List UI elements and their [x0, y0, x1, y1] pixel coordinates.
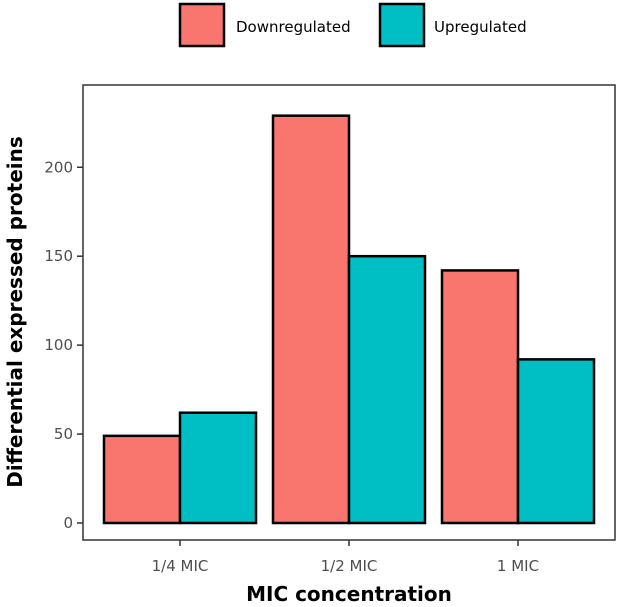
- y-tick-label: 0: [63, 514, 73, 532]
- legend: Downregulated Upregulated: [178, 2, 527, 48]
- x-axis-ticks: 1/4 MIC 1/2 MIC 1 MIC: [152, 540, 539, 575]
- x-axis-title: MIC concentration: [246, 582, 452, 606]
- y-tick-label: 50: [54, 425, 73, 443]
- x-tick-label-1-2-mic: 1/2 MIC: [321, 557, 378, 575]
- bar-downregulated-1-4-mic: [102, 434, 182, 525]
- bars-group: [102, 114, 596, 525]
- y-tick-label: 200: [44, 158, 73, 176]
- x-tick-label-1-mic: 1 MIC: [497, 557, 539, 575]
- bar-upregulated-1-mic: [516, 358, 596, 525]
- bar-upregulated-1-2-mic: [347, 254, 427, 525]
- y-axis-ticks: 0 50 100 150 200: [44, 158, 83, 532]
- y-axis-title: Differential expressed proteins: [3, 136, 27, 488]
- y-tick-label: 100: [44, 336, 73, 354]
- legend-key-upregulated: [378, 2, 426, 48]
- legend-label-upregulated: Upregulated: [434, 18, 527, 36]
- bar-upregulated-1-4-mic: [178, 411, 258, 525]
- y-tick-label: 150: [44, 247, 73, 265]
- legend-label-downregulated: Downregulated: [236, 18, 351, 36]
- bar-downregulated-1-2-mic: [271, 114, 351, 525]
- legend-key-downregulated: [178, 2, 226, 48]
- x-tick-label-1-4-mic: 1/4 MIC: [152, 557, 209, 575]
- bar-downregulated-1-mic: [440, 269, 520, 525]
